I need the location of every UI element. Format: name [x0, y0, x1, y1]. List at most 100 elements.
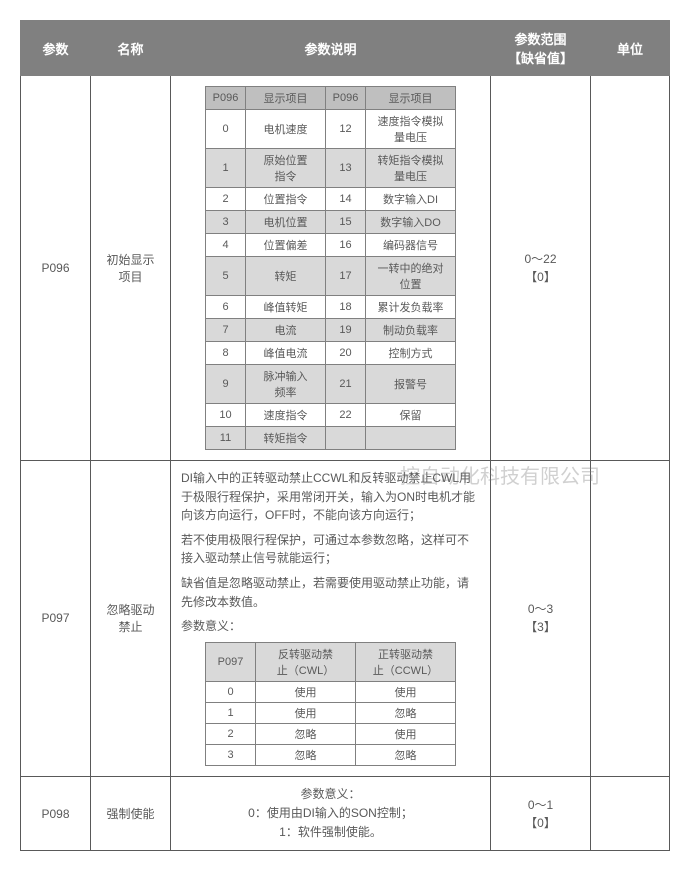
p096-item-row: 4位置偏差16编码器信号 — [206, 234, 456, 257]
p096-item-b-item: 报警号 — [366, 365, 456, 404]
p096-item-a-item: 位置指令 — [246, 188, 326, 211]
row-p096: P096初始显示 项目P096显示项目P096显示项目0电机速度12速度指令模拟… — [21, 76, 670, 461]
p096-item-b-code: 14 — [326, 188, 366, 211]
p097-option-cell: 0 — [206, 681, 256, 702]
p096-item-b-code: 19 — [326, 319, 366, 342]
header-range: 参数范围 【缺省值】 — [491, 21, 591, 76]
p098-range-default: 【0】 — [501, 814, 580, 832]
p097-name: 忽略驱动 禁止 — [91, 461, 171, 777]
p096-item-b-item: 一转中的绝对 位置 — [366, 257, 456, 296]
p096-item-row: 7电流19制动负载率 — [206, 319, 456, 342]
p096-inner-table: P096显示项目P096显示项目0电机速度12速度指令模拟 量电压1原始位置 指… — [205, 86, 456, 450]
p098-param: P098 — [21, 776, 91, 851]
p097-text-0: DI输入中的正转驱动禁止CCWL和反转驱动禁止CWL用于极限行程保护，采用常闭开… — [181, 469, 480, 525]
p097-option-cell: 2 — [206, 723, 256, 744]
p096-item-a-code: 6 — [206, 296, 246, 319]
p097-range-default: 【3】 — [501, 618, 580, 636]
p096-item-b-code: 16 — [326, 234, 366, 257]
p097-unit — [591, 461, 670, 777]
p096-item-a-item: 脉冲输入 频率 — [246, 365, 326, 404]
header-desc: 参数说明 — [171, 21, 491, 76]
p096-item-b-code: 12 — [326, 110, 366, 149]
p097-param: P097 — [21, 461, 91, 777]
p096-item-b-code: 21 — [326, 365, 366, 404]
p096-item-row: 8峰值电流20控制方式 — [206, 342, 456, 365]
p096-item-b-code: 20 — [326, 342, 366, 365]
p096-item-a-code: 4 — [206, 234, 246, 257]
p096-item-a-code: 8 — [206, 342, 246, 365]
p097-option-cell: 忽略 — [356, 744, 456, 765]
p096-item-b-code: 13 — [326, 149, 366, 188]
p096-inner-header-0: P096 — [206, 87, 246, 110]
p096-item-a-item: 转矩 — [246, 257, 326, 296]
p096-item-a-item: 电机速度 — [246, 110, 326, 149]
p096-item-a-code: 0 — [206, 110, 246, 149]
p096-param: P096 — [21, 76, 91, 461]
p096-item-a-item: 位置偏差 — [246, 234, 326, 257]
p096-item-b-code: 17 — [326, 257, 366, 296]
p097-inner-table: P097反转驱动禁 止（CWL）正转驱动禁 止（CCWL）0使用使用1使用忽略2… — [205, 642, 456, 766]
p096-item-a-item: 转矩指令 — [246, 427, 326, 450]
p096-desc: P096显示项目P096显示项目0电机速度12速度指令模拟 量电压1原始位置 指… — [171, 76, 491, 461]
p097-option-cell: 使用 — [356, 723, 456, 744]
p098-range-value: 0～1 — [501, 796, 580, 814]
p098-name: 强制使能 — [91, 776, 171, 851]
p097-range: 0～3【3】 — [491, 461, 591, 777]
p096-item-row: 5转矩17一转中的绝对 位置 — [206, 257, 456, 296]
p096-item-a-item: 峰值转矩 — [246, 296, 326, 319]
p096-item-b-item: 制动负载率 — [366, 319, 456, 342]
p096-item-a-code: 5 — [206, 257, 246, 296]
p097-option-row: 2忽略使用 — [206, 723, 456, 744]
p098-line-1: 0：使用由DI输入的SON控制； — [181, 804, 480, 823]
p097-option-cell: 忽略 — [356, 702, 456, 723]
p096-item-a-code: 1 — [206, 149, 246, 188]
p096-item-row: 1原始位置 指令13转矩指令模拟 量电压 — [206, 149, 456, 188]
p096-range: 0～22【0】 — [491, 76, 591, 461]
p097-desc: DI输入中的正转驱动禁止CCWL和反转驱动禁止CWL用于极限行程保护，采用常闭开… — [171, 461, 491, 777]
p096-item-a-item: 原始位置 指令 — [246, 149, 326, 188]
p096-item-b-item: 数字输入DO — [366, 211, 456, 234]
row-p098: P098强制使能参数意义：0：使用由DI输入的SON控制；1：软件强制使能。0～… — [21, 776, 670, 851]
p096-item-b-item: 转矩指令模拟 量电压 — [366, 149, 456, 188]
p096-item-b-item: 速度指令模拟 量电压 — [366, 110, 456, 149]
header-param: 参数 — [21, 21, 91, 76]
header-unit: 单位 — [591, 21, 670, 76]
p097-inner-header-1: 反转驱动禁 止（CWL） — [256, 642, 356, 681]
p096-item-row: 11转矩指令 — [206, 427, 456, 450]
p096-item-a-code: 3 — [206, 211, 246, 234]
p096-item-a-code: 11 — [206, 427, 246, 450]
p096-item-b-code: 15 — [326, 211, 366, 234]
p098-line-0: 参数意义： — [181, 785, 480, 804]
p096-item-b-code — [326, 427, 366, 450]
p096-inner-header-2: P096 — [326, 87, 366, 110]
p096-item-a-item: 速度指令 — [246, 404, 326, 427]
p096-item-row: 9脉冲输入 频率21报警号 — [206, 365, 456, 404]
p096-item-a-code: 10 — [206, 404, 246, 427]
p096-item-b-item: 数字输入DI — [366, 188, 456, 211]
p096-item-b-item: 累计发负载率 — [366, 296, 456, 319]
p096-item-b-item: 保留 — [366, 404, 456, 427]
p097-option-row: 3忽略忽略 — [206, 744, 456, 765]
p096-inner-header-3: 显示项目 — [366, 87, 456, 110]
p096-item-a-code: 2 — [206, 188, 246, 211]
header-row: 参数 名称 参数说明 参数范围 【缺省值】 单位 — [21, 21, 670, 76]
p096-item-row: 6峰值转矩18累计发负载率 — [206, 296, 456, 319]
p096-name: 初始显示 项目 — [91, 76, 171, 461]
p096-item-b-item: 编码器信号 — [366, 234, 456, 257]
p098-desc: 参数意义：0：使用由DI输入的SON控制；1：软件强制使能。 — [171, 776, 491, 851]
p098-range: 0～1【0】 — [491, 776, 591, 851]
p096-item-a-code: 9 — [206, 365, 246, 404]
p097-text-1: 若不使用极限行程保护，可通过本参数忽略，这样可不接入驱动禁止信号就能运行； — [181, 531, 480, 568]
p098-unit — [591, 776, 670, 851]
p097-option-cell: 忽略 — [256, 744, 356, 765]
p096-unit — [591, 76, 670, 461]
p096-range-default: 【0】 — [501, 268, 580, 286]
p097-option-cell: 使用 — [256, 702, 356, 723]
p096-item-a-code: 7 — [206, 319, 246, 342]
header-name: 名称 — [91, 21, 171, 76]
p096-item-b-item — [366, 427, 456, 450]
p096-item-row: 10速度指令22保留 — [206, 404, 456, 427]
p097-inner-header-0: P097 — [206, 642, 256, 681]
p097-option-cell: 使用 — [256, 681, 356, 702]
p097-option-row: 0使用使用 — [206, 681, 456, 702]
